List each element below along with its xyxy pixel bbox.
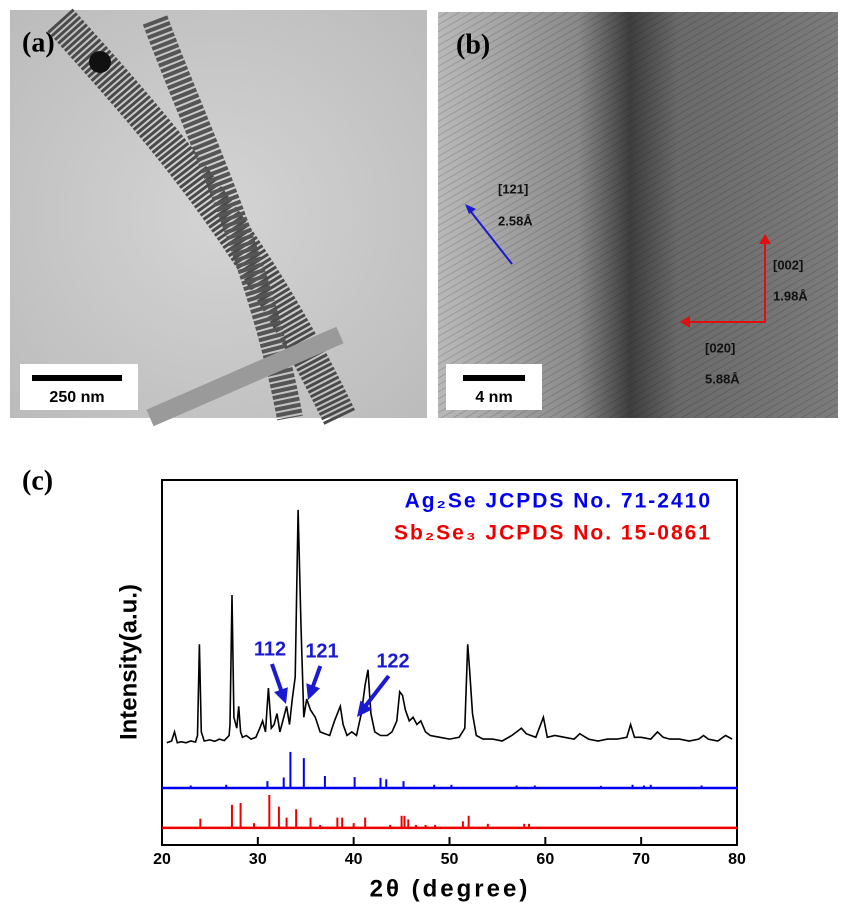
direction-arrow bbox=[467, 207, 513, 265]
arrowhead bbox=[680, 316, 690, 328]
panel-label: (a) bbox=[22, 27, 55, 58]
annotation-arrow bbox=[310, 665, 323, 690]
annotation-arrowhead bbox=[357, 700, 373, 717]
scale-bar-label: 4 nm bbox=[475, 389, 512, 406]
nanorod bbox=[146, 326, 344, 427]
y-axis-label: Intensity(a.u.) bbox=[115, 584, 142, 740]
arrowhead bbox=[759, 234, 771, 244]
x-tick-label: 70 bbox=[632, 851, 650, 868]
annotation-arrowhead bbox=[274, 687, 288, 704]
d-spacing: 1.98Å bbox=[773, 288, 808, 303]
direction-arrow bbox=[685, 240, 766, 323]
peak-annotation: 122 bbox=[376, 650, 409, 672]
direction-index: [020] bbox=[705, 340, 735, 355]
x-tick-label: 60 bbox=[536, 851, 554, 868]
scale-bar-box bbox=[20, 364, 138, 410]
x-tick-label: 80 bbox=[728, 851, 746, 868]
scale-bar bbox=[32, 375, 122, 381]
peak-annotation: 112 bbox=[254, 638, 286, 660]
annotation-arrowhead bbox=[306, 683, 321, 700]
x-tick-label: 50 bbox=[441, 851, 459, 868]
annotation-arrow bbox=[362, 674, 391, 709]
x-tick-label: 20 bbox=[153, 851, 171, 868]
xrd-pattern bbox=[166, 509, 733, 744]
particle bbox=[89, 51, 111, 73]
scale-bar-label: 250 nm bbox=[49, 389, 104, 406]
scale-bar bbox=[463, 375, 525, 381]
arrowhead bbox=[465, 204, 476, 214]
peak-annotation: 121 bbox=[305, 640, 338, 662]
panel-label: (b) bbox=[456, 29, 490, 60]
d-spacing: 5.88Å bbox=[705, 371, 740, 386]
x-axis-label: 2θ (degree) bbox=[370, 875, 531, 902]
lattice bbox=[438, 12, 838, 418]
direction-index: [002] bbox=[773, 257, 803, 272]
x-tick-label: 40 bbox=[345, 851, 363, 868]
scale-bar-box bbox=[446, 364, 542, 410]
d-spacing: 2.58Å bbox=[498, 213, 533, 228]
annotation-arrow bbox=[270, 663, 284, 694]
legend-entry: Sb₂Se₃ JCPDS No. 15-0861 bbox=[394, 522, 712, 545]
legend-entry: Ag₂Se JCPDS No. 71-2410 bbox=[405, 490, 712, 513]
panel-label: (c) bbox=[22, 465, 53, 496]
direction-index: [121] bbox=[498, 181, 528, 196]
x-tick-label: 30 bbox=[249, 851, 267, 868]
